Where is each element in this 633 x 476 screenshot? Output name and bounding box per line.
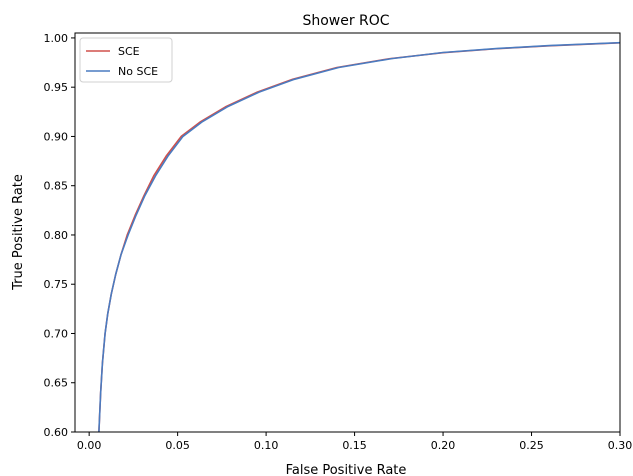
legend: SCE No SCE <box>79 37 173 83</box>
y-tick-label: 0.95 <box>44 81 69 94</box>
legend-label: SCE <box>118 45 140 58</box>
x-tick-label: 0.20 <box>431 439 456 452</box>
y-tick-label: 0.60 <box>44 426 69 439</box>
series-line-no-sce <box>98 41 620 432</box>
x-tick-label: 0.05 <box>165 439 190 452</box>
plot-area: 0.00 0.05 0.10 0.15 0.20 0.25 0.30 0.60 0.65 0.70… <box>44 32 633 452</box>
series-line-sce <box>98 42 620 432</box>
y-axis-label: True Positive Rate <box>11 174 26 291</box>
y-tick-label: 0.85 <box>44 180 69 193</box>
x-tick-label: 0.30 <box>608 439 633 452</box>
legend-label: No SCE <box>118 65 158 78</box>
y-tick-label: 1.00 <box>44 32 69 45</box>
x-tick-label: 0.25 <box>519 439 544 452</box>
x-axis-label: False Positive Rate <box>286 463 407 476</box>
axes-frame <box>74 32 621 433</box>
y-tick-label: 0.65 <box>44 377 69 390</box>
chart-title: Shower ROC <box>302 13 389 29</box>
y-tick-label: 0.70 <box>44 327 69 340</box>
x-tick-label: 0.10 <box>254 439 279 452</box>
x-tick-label: 0.00 <box>77 439 102 452</box>
y-tick-label: 0.80 <box>44 229 69 242</box>
y-tick-label: 0.75 <box>44 278 69 291</box>
y-tick-label: 0.90 <box>44 130 69 143</box>
x-tick-label: 0.15 <box>342 439 367 452</box>
